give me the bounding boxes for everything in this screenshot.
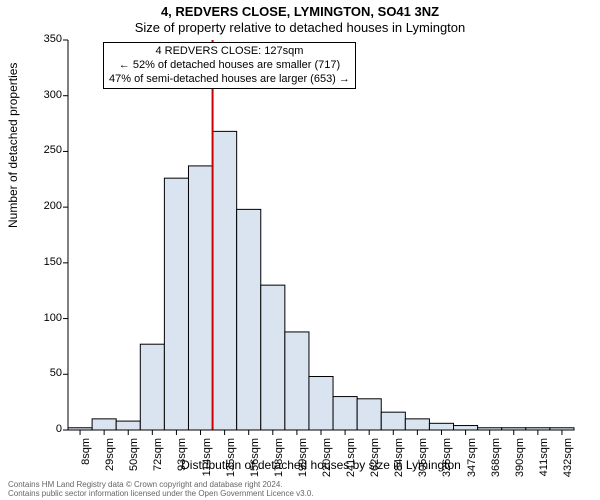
histogram-bar	[188, 166, 212, 430]
y-tick-label: 0	[34, 423, 62, 435]
histogram-bar	[116, 421, 140, 430]
histogram-bar	[285, 332, 309, 430]
x-axis-label: Distribution of detached houses by size …	[68, 458, 574, 472]
y-tick-label: 150	[34, 256, 62, 268]
footer-line1: Contains HM Land Registry data © Crown c…	[8, 480, 314, 489]
y-tick-label: 100	[34, 312, 62, 324]
histogram-plot	[68, 40, 574, 430]
chart-title-line1: 4, REDVERS CLOSE, LYMINGTON, SO41 3NZ	[0, 4, 600, 19]
y-tick-label: 200	[34, 200, 62, 212]
y-tick-label: 50	[34, 367, 62, 379]
histogram-bar	[381, 412, 405, 430]
y-axis-label: Number of detached properties	[6, 63, 20, 228]
histogram-bar	[140, 344, 164, 430]
histogram-bar	[237, 209, 261, 430]
histogram-bar	[164, 178, 188, 430]
histogram-bar	[405, 419, 429, 430]
info-box-line3: 47% of semi-detached houses are larger (…	[109, 73, 350, 87]
histogram-bar	[454, 426, 478, 430]
histogram-bar	[333, 397, 357, 430]
y-tick-label: 350	[34, 33, 62, 45]
info-box-line1: 4 REDVERS CLOSE: 127sqm	[109, 45, 350, 59]
info-box-line2: ← 52% of detached houses are smaller (71…	[109, 59, 350, 73]
info-box: 4 REDVERS CLOSE: 127sqm ← 52% of detache…	[103, 42, 356, 89]
footer-line2: Contains public sector information licen…	[8, 489, 314, 498]
histogram-bar	[309, 377, 333, 430]
chart-title-line2: Size of property relative to detached ho…	[0, 20, 600, 35]
histogram-bar	[92, 419, 116, 430]
histogram-bar	[213, 131, 237, 430]
histogram-bar	[429, 423, 453, 430]
histogram-bar	[261, 285, 285, 430]
y-tick-label: 300	[34, 89, 62, 101]
footer-attribution: Contains HM Land Registry data © Crown c…	[8, 480, 314, 498]
y-tick-label: 250	[34, 144, 62, 156]
histogram-bar	[357, 399, 381, 430]
